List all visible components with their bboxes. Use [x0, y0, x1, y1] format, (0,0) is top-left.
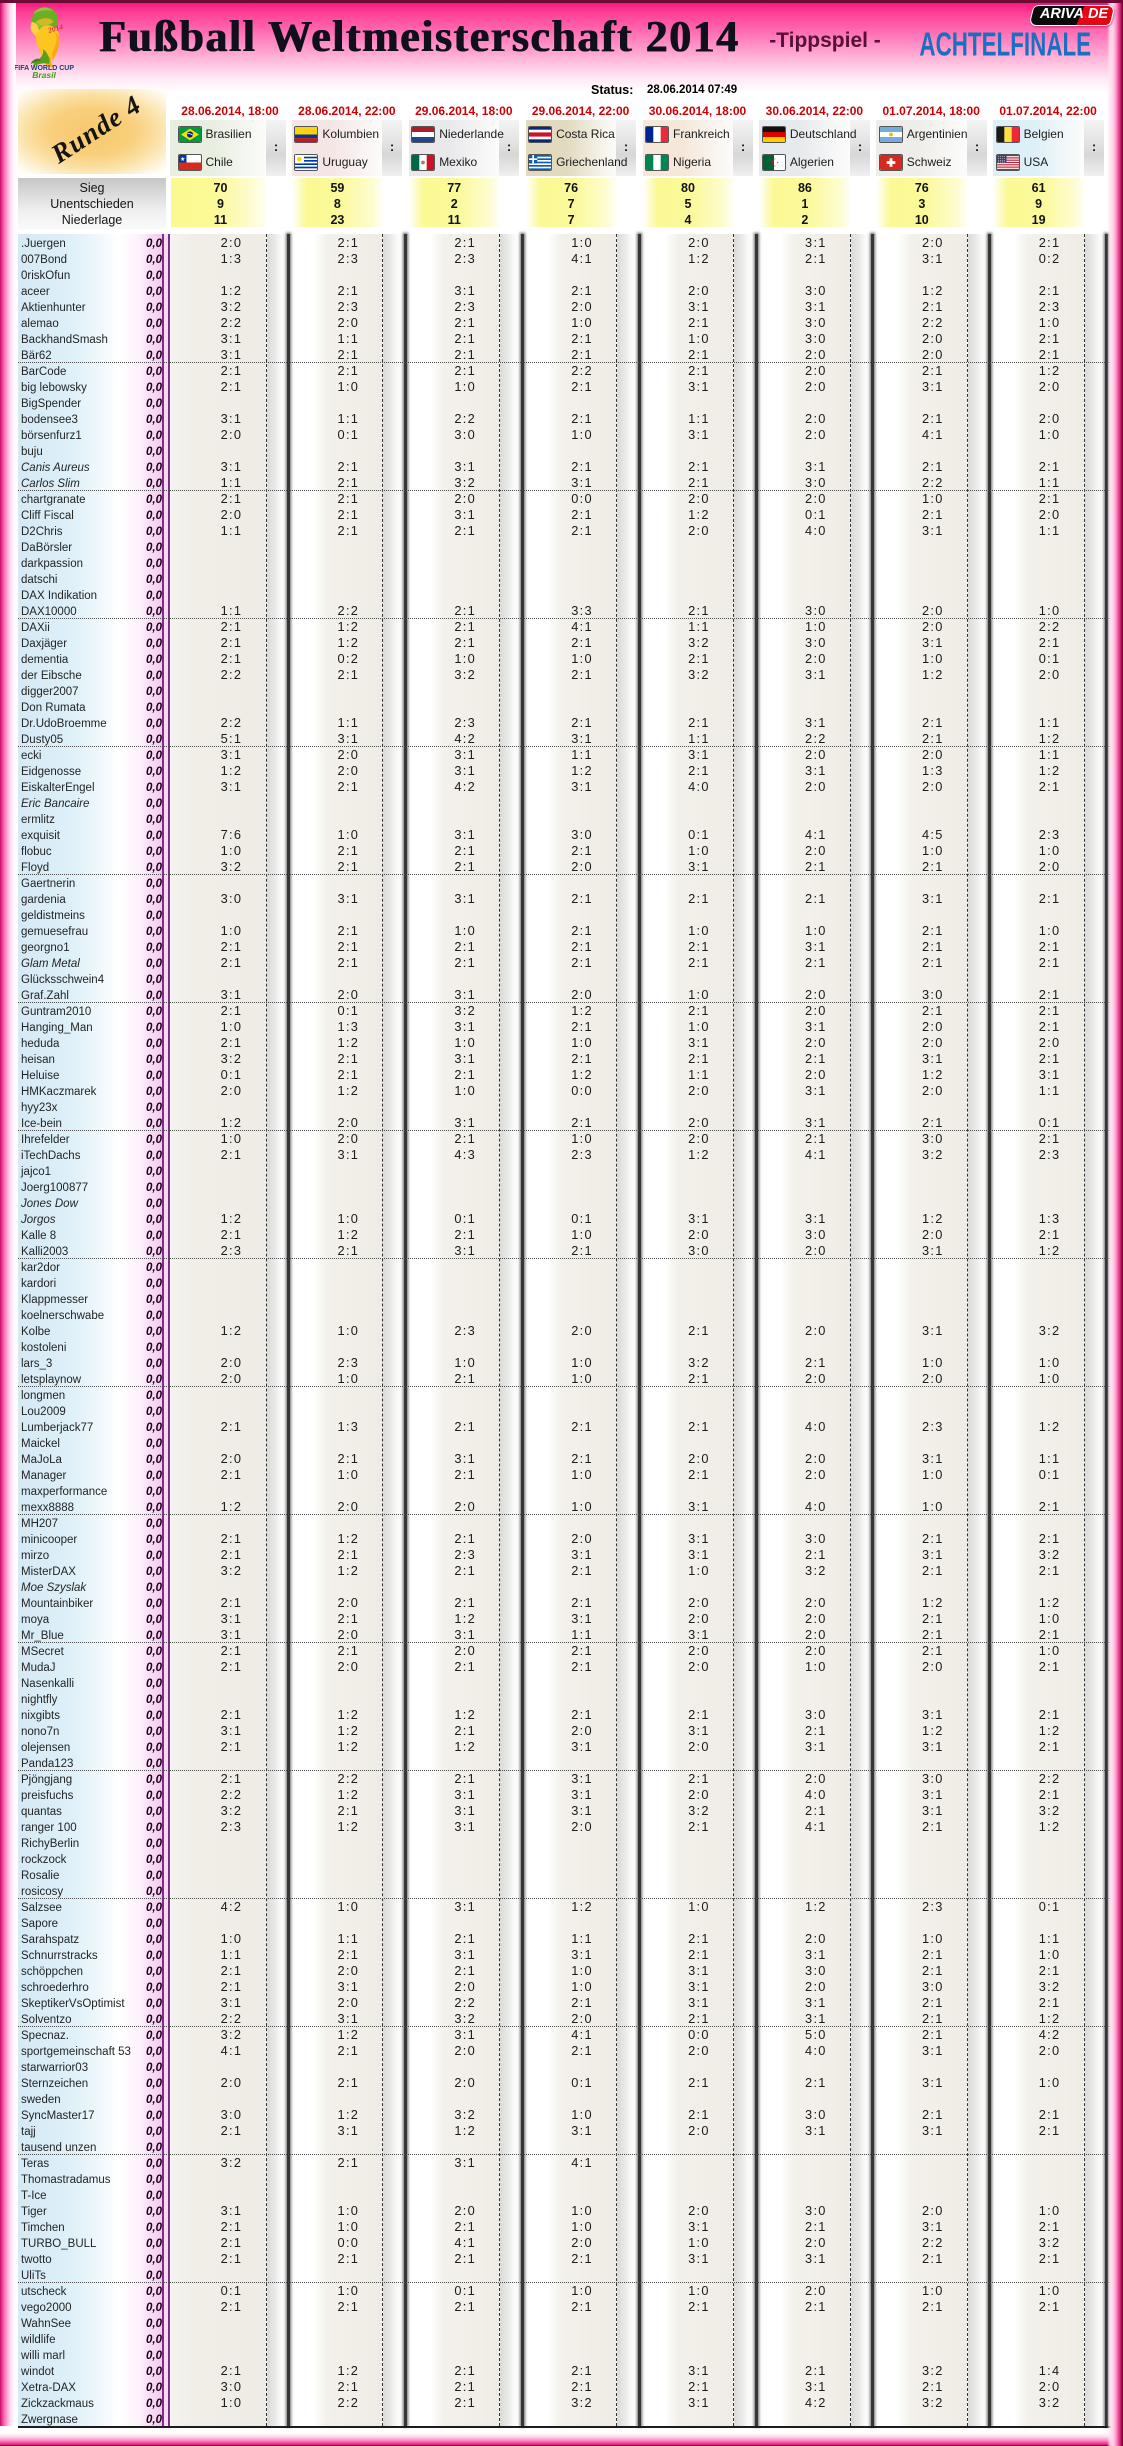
- svg-text:FIFA WORLD CUP: FIFA WORLD CUP: [15, 65, 74, 72]
- svg-text:Brasil: Brasil: [32, 70, 56, 78]
- svg-text:2014: 2014: [46, 22, 64, 35]
